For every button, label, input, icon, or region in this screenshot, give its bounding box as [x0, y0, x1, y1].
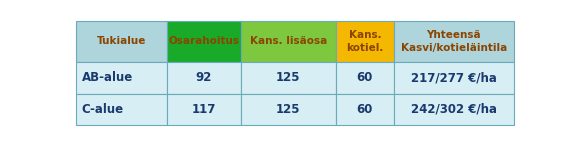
Bar: [393, 94, 514, 125]
Text: 92: 92: [195, 71, 212, 84]
Bar: [393, 62, 514, 94]
Bar: [77, 21, 166, 62]
Text: 125: 125: [276, 71, 301, 84]
Bar: [77, 94, 166, 125]
Bar: [166, 94, 241, 125]
Bar: [77, 62, 166, 94]
Text: 125: 125: [276, 103, 301, 116]
Text: 242/302 €/ha: 242/302 €/ha: [411, 103, 497, 116]
Bar: [393, 21, 514, 62]
Bar: [336, 94, 393, 125]
Bar: [336, 21, 393, 62]
Text: Tukialue: Tukialue: [97, 36, 146, 47]
Text: Kans.
kotiel.: Kans. kotiel.: [346, 30, 384, 53]
Text: 60: 60: [357, 103, 373, 116]
Bar: [336, 62, 393, 94]
Bar: [241, 62, 336, 94]
Text: AB-alue: AB-alue: [82, 71, 133, 84]
Bar: [241, 94, 336, 125]
Text: 60: 60: [357, 71, 373, 84]
Text: Yhteensä
Kasvi/kotieläintila: Yhteensä Kasvi/kotieläintila: [401, 30, 507, 53]
Bar: [241, 21, 336, 62]
Bar: [166, 62, 241, 94]
Text: 217/277 €/ha: 217/277 €/ha: [411, 71, 497, 84]
Text: C-alue: C-alue: [82, 103, 124, 116]
Text: Osarahoitus: Osarahoitus: [168, 36, 239, 47]
Bar: [166, 21, 241, 62]
Text: Kans. lisäosa: Kans. lisäosa: [250, 36, 327, 47]
Text: 117: 117: [191, 103, 216, 116]
